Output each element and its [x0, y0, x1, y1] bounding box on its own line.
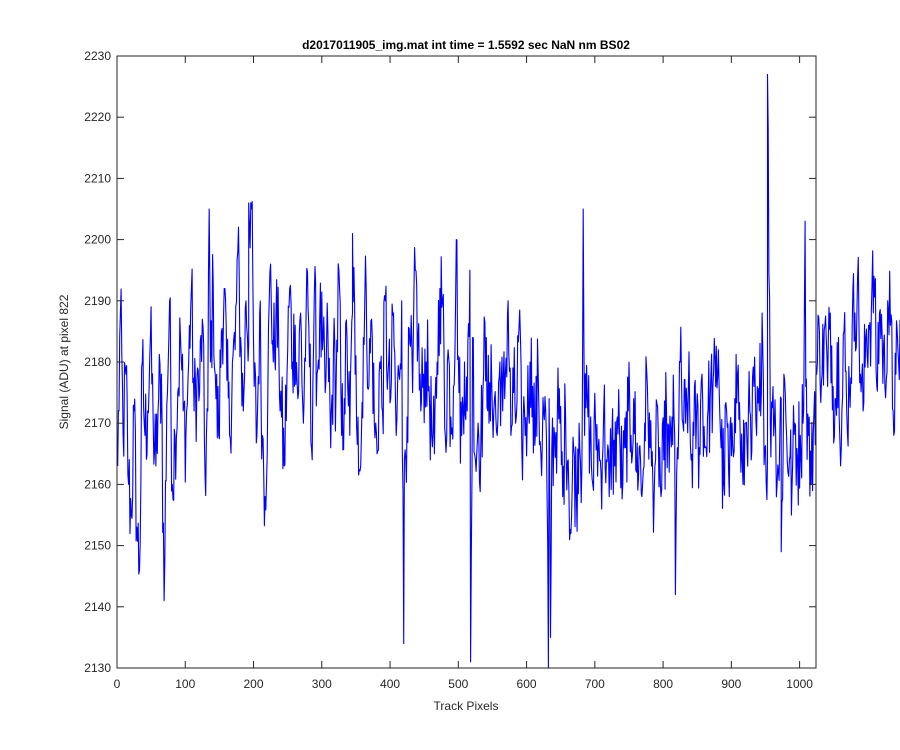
- y-tick-label: 2130: [84, 661, 111, 675]
- x-tick-label: 100: [175, 677, 195, 691]
- x-tick-label: 600: [517, 677, 537, 691]
- x-tick-label: 300: [312, 677, 332, 691]
- x-tick-label: 400: [380, 677, 400, 691]
- y-ticks: 2130 2140 2150 2160 2170 2180 2190 2200 2210 2220…: [84, 49, 816, 675]
- y-axis-label: Signal (ADU) at pixel 822: [57, 294, 71, 429]
- y-tick-label: 2150: [84, 539, 111, 553]
- x-tick-label: 0: [114, 677, 121, 691]
- x-axis-label: Track Pixels: [434, 699, 499, 713]
- plot-area: [117, 56, 816, 668]
- x-ticks: 0 100 200 300 400 500 600 700 800 900 1000: [114, 56, 813, 691]
- x-tick-label: 1000: [786, 677, 813, 691]
- y-tick-label: 2220: [84, 110, 111, 124]
- series-line: [117, 73, 900, 669]
- y-tick-label: 2140: [84, 600, 111, 614]
- series-layer: [117, 73, 900, 669]
- y-tick-label: 2200: [84, 233, 111, 247]
- y-tick-label: 2230: [84, 49, 111, 63]
- y-tick-label: 2190: [84, 294, 111, 308]
- x-tick-label: 800: [653, 677, 673, 691]
- x-tick-label: 500: [448, 677, 468, 691]
- y-tick-label: 2210: [84, 171, 111, 185]
- y-tick-label: 2160: [84, 477, 111, 491]
- chart-title: d2017011905_img.mat int time = 1.5592 se…: [302, 38, 630, 52]
- x-tick-label: 200: [244, 677, 264, 691]
- y-tick-label: 2170: [84, 416, 111, 430]
- x-tick-label: 700: [585, 677, 605, 691]
- y-tick-label: 2180: [84, 355, 111, 369]
- x-tick-label: 900: [721, 677, 741, 691]
